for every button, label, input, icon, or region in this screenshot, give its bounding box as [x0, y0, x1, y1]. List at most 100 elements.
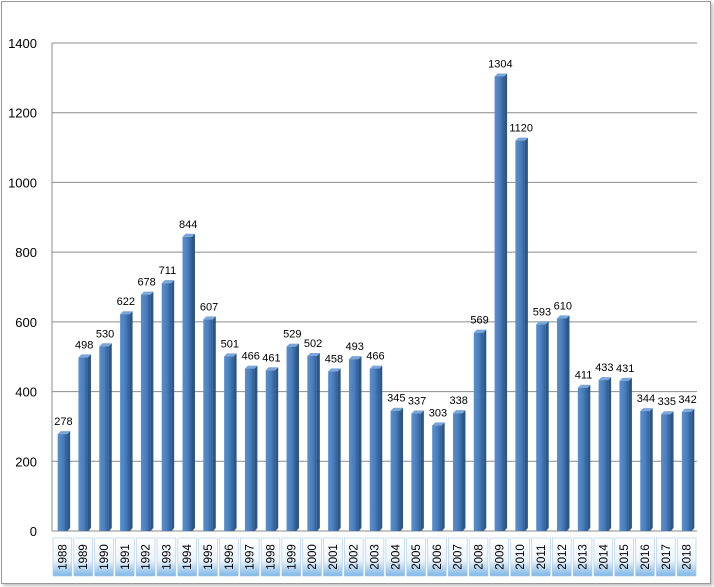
category-label-1989: 1989	[78, 544, 90, 570]
category-label-box	[406, 537, 426, 577]
data-label-2015: 431	[616, 363, 634, 375]
bar-top	[536, 321, 549, 325]
bar-2006	[432, 425, 442, 531]
bar-side	[171, 280, 175, 531]
bar-top	[390, 407, 404, 411]
category-label-1993: 1993	[161, 544, 173, 570]
bar-side	[587, 384, 591, 531]
category-label-box	[572, 537, 593, 577]
bar-side	[420, 410, 424, 531]
bar-side	[441, 422, 445, 531]
data-label-1991: 622	[117, 296, 135, 308]
category-label-2009: 2009	[494, 544, 506, 570]
data-label-2004: 345	[387, 393, 405, 405]
category-label-box	[448, 537, 468, 577]
data-label-2007: 338	[450, 395, 468, 407]
bar-2014	[598, 380, 609, 531]
bar-side	[254, 365, 258, 531]
category-label-box	[364, 537, 385, 577]
bar-side	[358, 356, 362, 531]
bar-1988	[57, 434, 68, 531]
bar-top	[78, 354, 91, 358]
bar-1991	[120, 314, 130, 531]
category-label-2002: 2002	[349, 544, 361, 570]
data-label-2010: 1120	[509, 123, 533, 135]
data-label-2013: 411	[575, 370, 593, 382]
data-label-1994: 844	[179, 219, 197, 231]
data-label-1999: 529	[283, 329, 301, 341]
bar-1995	[203, 319, 213, 531]
bar-top	[161, 280, 175, 284]
y-tick-label: 1400	[8, 36, 37, 51]
bar-side	[566, 315, 570, 531]
category-label-2006: 2006	[432, 544, 444, 570]
bar-top	[182, 233, 195, 237]
bar-top	[452, 410, 466, 414]
bar-top	[515, 137, 528, 141]
bars	[57, 73, 695, 531]
category-label-2013: 2013	[578, 544, 590, 570]
data-label-1993: 711	[159, 265, 177, 277]
bar-top	[411, 410, 424, 414]
bar-2005	[411, 413, 421, 531]
category-label-box	[281, 537, 301, 577]
bar-2013	[577, 387, 588, 531]
category-label-2015: 2015	[619, 544, 631, 570]
category-label-box	[177, 537, 197, 577]
bar-1989	[78, 357, 88, 531]
bar-1997	[244, 368, 255, 531]
bar-side	[233, 353, 237, 531]
bar-side	[87, 354, 91, 531]
bar-top	[328, 368, 341, 372]
category-label-1988: 1988	[57, 544, 69, 570]
bar-side	[296, 343, 300, 531]
data-label-1989: 498	[75, 339, 93, 351]
data-label-2006: 303	[429, 407, 447, 419]
category-label-box	[552, 537, 572, 577]
bar-side	[545, 321, 549, 531]
data-label-2005: 337	[408, 396, 426, 408]
data-label-2018: 342	[678, 394, 696, 406]
bar-top	[224, 353, 237, 357]
bar-top	[640, 408, 653, 412]
bar-top	[120, 311, 133, 315]
category-label-2008: 2008	[474, 544, 486, 570]
data-label-2014: 433	[595, 362, 613, 374]
data-label-1998: 461	[262, 352, 280, 364]
category-label-box	[198, 537, 218, 577]
category-label-1992: 1992	[141, 544, 153, 570]
category-label-1999: 1999	[286, 544, 298, 570]
category-label-box	[115, 537, 135, 577]
bar-side	[212, 316, 216, 531]
category-label-1994: 1994	[182, 544, 194, 570]
gridlines	[51, 42, 697, 532]
data-label-1995: 607	[200, 301, 218, 313]
bar-side	[670, 411, 674, 531]
bar-2010	[515, 140, 525, 531]
bar-top	[286, 343, 300, 347]
bar-top	[307, 353, 320, 357]
bar-top	[203, 316, 216, 320]
y-tick-label: 1200	[8, 106, 37, 121]
bar-side	[649, 408, 653, 531]
y-tick-label: 1000	[8, 175, 37, 190]
data-label-2012: 610	[554, 300, 572, 312]
data-label-2000: 502	[304, 338, 322, 350]
category-label-2016: 2016	[640, 544, 652, 570]
category-label-box	[323, 537, 343, 577]
bar-2002	[348, 359, 359, 531]
data-label-2001: 458	[325, 353, 343, 365]
y-tick-label: 0	[30, 524, 37, 539]
bar-side	[504, 73, 508, 531]
data-label-2011: 593	[533, 306, 551, 318]
bar-top	[598, 377, 612, 381]
category-label-box	[427, 537, 447, 577]
bar-top	[99, 343, 112, 347]
bar-side	[275, 367, 279, 531]
bar-top	[619, 377, 632, 381]
category-label-box	[510, 537, 530, 577]
category-label-box	[52, 537, 73, 577]
category-label-2010: 2010	[515, 544, 527, 570]
bar-top	[369, 365, 383, 369]
